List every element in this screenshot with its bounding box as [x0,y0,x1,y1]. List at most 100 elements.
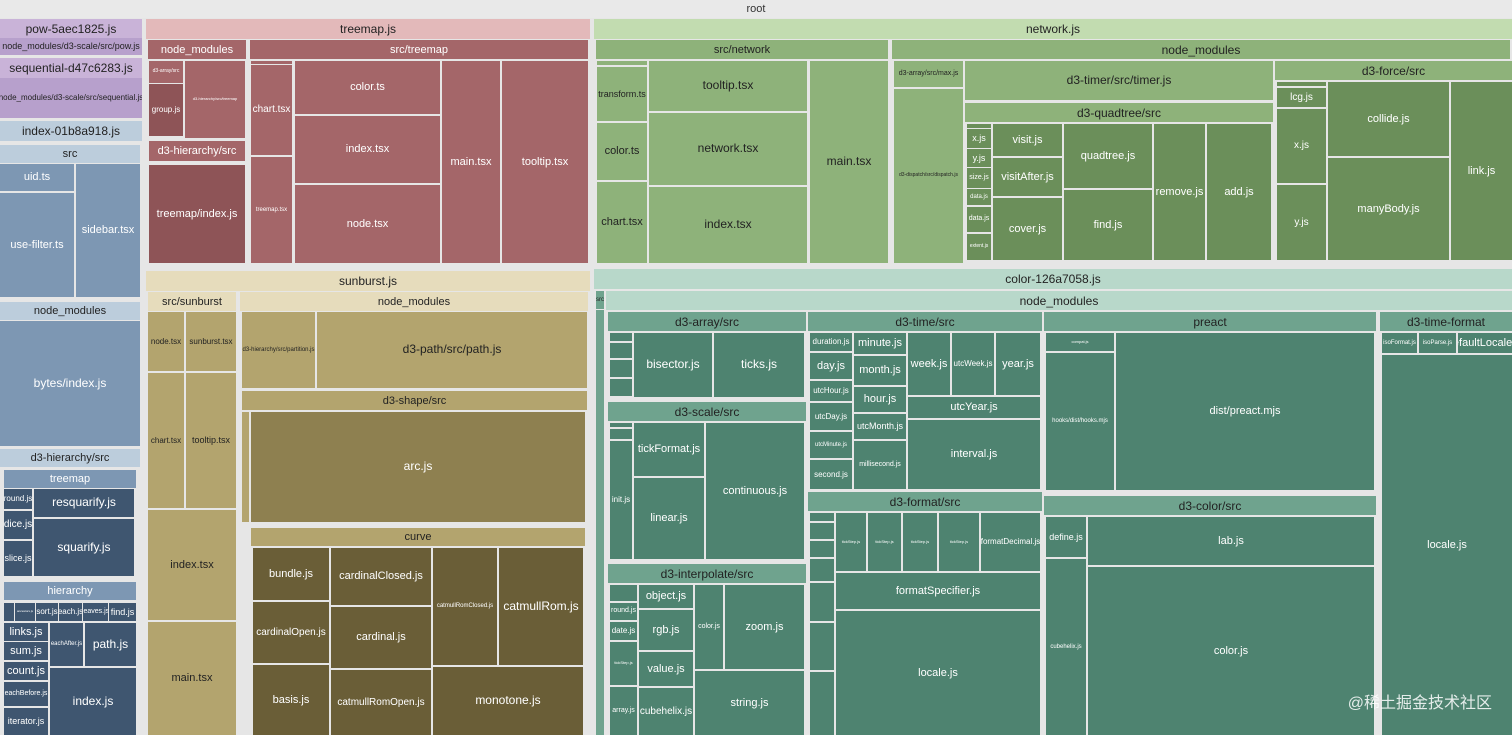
file-cardinalOpen[interactable]: cardinalOpen.js [253,602,329,663]
file-x-js[interactable]: x.js [967,129,991,148]
file-tiny[interactable] [810,672,834,735]
file-basis[interactable]: basis.js [253,665,329,735]
file-locale-format[interactable]: locale.js [836,611,1040,735]
file-x-force[interactable]: x.js [1277,109,1326,183]
chunk-header-network[interactable]: network.js [594,19,1512,39]
file-ticks[interactable]: ticks.js [714,333,804,397]
file-path[interactable]: path.js [85,623,136,666]
folder-d3-format[interactable]: d3-format/src [808,492,1042,511]
file-second[interactable]: second.js [810,460,852,489]
file-utcHour[interactable]: utcHour.js [810,381,852,401]
file-utcDay[interactable]: utcDay.js [810,403,852,430]
file-links[interactable]: links.js [4,623,48,641]
file-color-interp[interactable]: color.js [695,585,723,669]
file-round[interactable]: round.js [4,489,32,509]
folder-src[interactable]: src [0,145,140,163]
file-zoom[interactable]: zoom.js [725,585,804,669]
file-numberArray[interactable]: tickStep.js [610,642,637,685]
file-y-js[interactable]: y.js [967,149,991,167]
file-d3-dispatch[interactable]: d3-dispatch/src/dispatch.js [894,89,963,263]
file-tiny[interactable] [610,379,632,396]
file-chart-tsx-sb[interactable]: chart.tsx [148,373,184,508]
file-transform-ts[interactable]: transform.ts [597,67,647,121]
file-tiny[interactable] [610,360,632,377]
file-number[interactable] [610,585,637,601]
file-duration[interactable]: duration.js [810,333,852,351]
file-tiny[interactable] [810,583,834,621]
file-bytes[interactable]: bytes/index.js [0,321,140,446]
file-week[interactable]: week.js [908,333,950,395]
folder-d3-array-tiny[interactable]: d3-array/src [149,61,183,83]
file-d3-path[interactable]: d3-path/src/path.js [317,312,587,388]
file-color-js[interactable]: color.js [1088,567,1374,735]
file-uid[interactable]: uid.ts [0,164,74,191]
file-data-js-2[interactable]: data.js [967,207,991,232]
file-month[interactable]: month.js [854,356,906,385]
file-main-tsx-net[interactable]: main.tsx [810,61,888,263]
file-treemap-tsx[interactable]: treemap.tsx [251,157,292,263]
file-sum[interactable]: sum.js [4,642,48,660]
file-isoFormat[interactable]: isoFormat.js [1382,333,1417,353]
file-hooks[interactable]: hooks/dist/hooks.mjs [1046,353,1114,490]
folder-d3-quadtree[interactable]: d3-quadtree/src [965,103,1273,122]
sequential-module[interactable]: node_modules/d3-scale/src/sequential.js [0,78,142,118]
file-tiny[interactable] [1277,82,1326,86]
file-utcMonth[interactable]: utcMonth.js [854,414,906,439]
file-slice[interactable]: slice.js [4,541,32,576]
file-find[interactable]: find.js [109,603,136,621]
file-define[interactable]: define.js [1046,517,1086,557]
file-tooltip-tsx-net[interactable]: tooltip.tsx [649,61,807,111]
file-d3-hierarchy-treemap[interactable]: d3-hierarchy/src/treemap [185,61,245,138]
file-tiny[interactable] [810,523,834,539]
folder-d3-hierarchy-tm[interactable]: d3-hierarchy/src [149,141,245,161]
file-use-filter[interactable]: use-filter.ts [0,193,74,297]
file-tiny[interactable] [596,310,604,735]
folder-src-sunburst[interactable]: src/sunburst [148,292,236,311]
file-dice[interactable]: dice.js [4,511,32,539]
file-leaves[interactable]: leaves.js [83,603,108,621]
file-resquarify[interactable]: resquarify.js [34,489,134,517]
file-monotone[interactable]: monotone.js [433,667,583,735]
file-formatPrefix[interactable]: tickStep.js [939,513,979,571]
file-visit[interactable]: visit.js [993,124,1062,156]
chunk-header-index[interactable]: index-01b8a918.js [0,121,142,141]
file-data-js[interactable]: data.js [967,189,991,205]
file-tiny[interactable] [242,412,249,522]
file-link[interactable]: link.js [1451,82,1512,260]
file-utcWeek[interactable]: utcWeek.js [952,333,994,395]
file-each[interactable]: each.js [59,603,82,621]
file-utcYear[interactable]: utcYear.js [908,397,1040,418]
file-minute[interactable]: minute.js [854,333,906,354]
root-header[interactable]: root [0,0,1512,18]
file-formatTrim[interactable]: tickStep.js [836,513,866,571]
folder-src-treemap[interactable]: src/treemap [250,40,588,59]
file-tiny[interactable] [610,333,632,341]
file-group[interactable]: group.js [149,84,183,136]
file-locale-time-format[interactable]: locale.js [1382,355,1512,735]
file-tiny[interactable] [251,61,292,64]
folder-node-modules[interactable]: node_modules [0,302,140,320]
folder-d3-time[interactable]: d3-time/src [808,312,1042,331]
chunk-header-sunburst[interactable]: sunburst.js [146,271,590,291]
folder-node-modules-sb[interactable]: node_modules [240,292,588,311]
file-eachBefore[interactable]: eachBefore.js [4,682,48,706]
file-tiny[interactable] [610,423,632,427]
file-count[interactable]: count.js [4,662,48,680]
folder-node-modules-tm[interactable]: node_modules [148,40,246,59]
file-compat[interactable]: compat.js [1046,333,1114,351]
file-main-tsx-sb[interactable]: main.tsx [148,622,236,735]
file-round-interp[interactable]: round.js [610,603,637,620]
file-year[interactable]: year.js [996,333,1040,395]
folder-curve[interactable]: curve [251,528,585,546]
file-lab[interactable]: lab.js [1088,517,1374,565]
file-tooltip-tsx[interactable]: tooltip.tsx [502,61,588,263]
file-array[interactable]: array.js [610,687,637,735]
file-cover[interactable]: cover.js [993,198,1062,260]
file-millisecond[interactable]: millisecond.js [854,441,906,489]
file-find-qt[interactable]: find.js [1064,190,1152,260]
file-dist-preact[interactable]: dist/preact.mjs [1116,333,1374,490]
file-add[interactable]: add.js [1207,124,1271,260]
file-iterator[interactable]: iterator.js [4,708,48,735]
file-manyBody[interactable]: manyBody.js [1328,158,1449,260]
file-chart-tsx-net[interactable]: chart.tsx [597,182,647,263]
